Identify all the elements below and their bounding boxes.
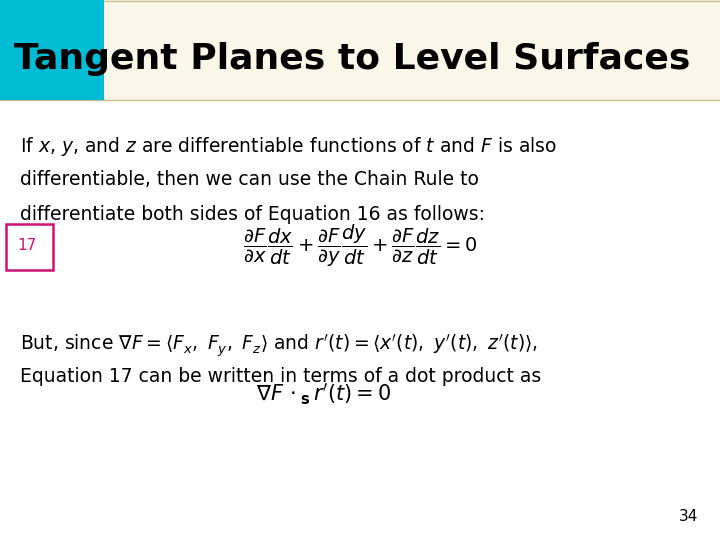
Bar: [0, 0, 720, 100]
Text: $\nabla F\,\cdot_{\mathbf{s}}\,\mathit{r}'(t) = 0$: $\nabla F\,\cdot_{\mathbf{s}}\,\mathit{r…: [256, 381, 392, 407]
Bar: [0, 0, 104, 100]
Text: differentiate both sides of Equation 16 as follows:: differentiate both sides of Equation 16 …: [20, 205, 485, 224]
Text: 34: 34: [679, 509, 698, 524]
Text: $\dfrac{\partial F}{\partial x}\dfrac{dx}{dt}+\dfrac{\partial F}{\partial y}\dfr: $\dfrac{\partial F}{\partial x}\dfrac{dx…: [243, 222, 477, 269]
Text: If $x$, $y$, and $z$ are differentiable functions of $t$ and $F$ is also: If $x$, $y$, and $z$ are differentiable …: [20, 135, 557, 158]
Text: Equation 17 can be written in terms of a dot product as: Equation 17 can be written in terms of a…: [20, 367, 541, 386]
Text: Tangent Planes to Level Surfaces: Tangent Planes to Level Surfaces: [14, 43, 690, 76]
FancyBboxPatch shape: [6, 224, 53, 270]
Text: 17: 17: [18, 238, 37, 253]
Text: differentiable, then we can use the Chain Rule to: differentiable, then we can use the Chai…: [20, 170, 479, 189]
Text: But, since $\nabla F = \langle F_x,\ F_y,\ F_z\rangle$ and $\mathit{r}'(t) = \la: But, since $\nabla F = \langle F_x,\ F_y…: [20, 332, 538, 359]
